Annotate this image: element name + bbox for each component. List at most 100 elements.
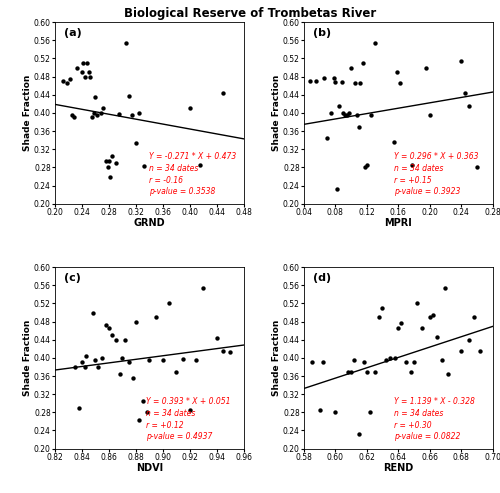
Point [306,77,314,85]
Point [470,313,478,321]
Point [98,354,106,362]
Point [332,408,340,416]
Point [72,64,80,71]
Point [359,59,367,67]
Point [390,139,398,146]
Point [134,416,142,424]
Point [146,356,154,364]
Point [105,157,113,165]
Point [121,336,129,344]
Point [336,102,344,110]
Point [465,336,473,344]
Point [84,59,92,67]
Point [356,79,364,87]
Point [104,163,112,171]
Point [106,174,114,181]
Text: Y = 1.139 * X - 0.328
n = 34 dates
r = +0.30
p-value = 0.0822: Y = 1.139 * X - 0.328 n = 34 dates r = +… [394,397,475,441]
Point [102,157,110,165]
Point [370,38,378,46]
Point [355,123,363,131]
Point [105,324,113,332]
Point [386,354,394,362]
Point [138,397,146,405]
Point [308,358,316,366]
Point [94,363,102,371]
Point [408,161,416,169]
Point [220,347,228,355]
Point [378,304,386,312]
X-axis label: GRND: GRND [134,218,165,228]
Point [316,406,324,414]
Point [476,347,484,355]
Point [80,59,88,67]
Point [396,79,404,87]
Point [418,324,426,332]
Point [82,352,90,359]
Point [346,109,354,117]
Point [116,370,124,378]
Point [108,331,116,339]
Point [341,111,349,119]
Point [330,73,338,81]
Point [343,111,351,119]
Point [129,374,137,382]
Point [88,113,96,121]
Point [429,311,437,319]
Y-axis label: Shade Fraction: Shade Fraction [272,319,281,396]
Point [333,185,341,193]
Text: Biological Reserve of Trombetas River: Biological Reserve of Trombetas River [124,7,376,20]
Point [78,68,86,76]
Point [457,347,465,355]
Text: Y = -0.271 * X + 0.473
n = 34 dates
r = -0.16
p-value = 0.3538: Y = -0.271 * X + 0.473 n = 34 dates r = … [150,152,236,196]
Point [66,75,74,83]
Point [212,334,220,342]
Point [413,300,421,308]
Point [172,368,180,376]
Text: (c): (c) [64,273,82,282]
Point [226,348,234,356]
Text: (d): (d) [314,273,332,282]
Point [434,334,442,342]
Point [70,113,78,121]
Point [442,283,450,291]
Point [186,105,194,112]
Point [402,358,410,366]
Point [347,368,355,376]
Point [366,408,374,416]
Point [391,354,399,362]
Point [220,89,228,97]
Point [92,356,100,364]
Point [102,321,110,329]
Point [382,356,390,364]
Point [339,109,347,117]
Point [128,111,136,119]
Point [140,163,148,171]
Point [63,79,71,87]
Point [324,134,332,142]
Point [94,111,102,119]
Point [71,363,79,371]
Point [366,111,374,119]
Point [186,406,194,414]
Point [361,163,369,171]
Y-axis label: Shade Fraction: Shade Fraction [272,75,281,151]
Point [363,368,371,376]
Point [407,368,415,376]
Point [80,363,88,371]
Point [338,78,345,86]
Point [166,300,173,308]
Point [354,111,362,119]
Point [392,68,400,76]
Point [344,368,352,376]
Point [84,68,92,76]
Point [122,38,130,46]
Point [115,110,123,118]
Point [192,356,200,364]
Point [444,370,452,378]
Point [347,64,355,71]
Point [319,358,327,366]
Point [363,161,371,169]
Point [135,109,143,117]
Text: Y = 0.296 * X + 0.363
n = 34 dates
r = +0.15
p-value = 0.3923: Y = 0.296 * X + 0.363 n = 34 dates r = +… [394,152,479,196]
Point [112,336,120,344]
